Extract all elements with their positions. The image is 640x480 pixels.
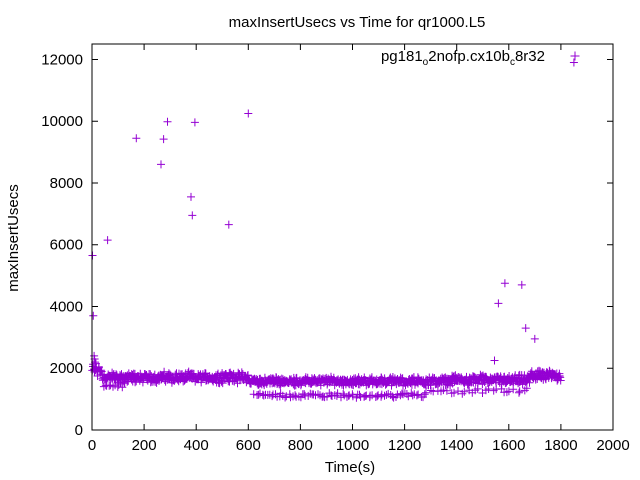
data-point [494,299,503,308]
data-point [244,109,253,118]
data-point [517,280,526,289]
data-point [190,118,199,127]
data-point [197,378,206,387]
axis-ticks: 0 200 400 600 800 1000 1200 1400 1600 1800 2000 0 20… [41,44,630,454]
data-point [500,372,509,381]
data-point [473,384,482,393]
y-tick-label: 0 [75,422,83,439]
data-point [509,385,518,394]
data-point [454,387,462,396]
data-point [439,386,448,395]
y-tick-label: 4000 [50,298,83,315]
data-point [291,391,300,400]
data-point [380,391,389,400]
data-point [355,390,364,399]
data-point [120,379,129,388]
x-tick-label: 600 [236,437,261,454]
data-point [345,391,354,400]
x-tick-label: 1200 [388,437,421,454]
data-point [460,387,469,396]
data-point [224,220,233,229]
data-point [522,384,531,393]
data-point [282,392,291,401]
y-tick-label: 12000 [41,51,83,68]
data-point [132,134,141,143]
data-point [521,324,530,333]
data-point [502,388,511,397]
data-point [569,58,578,67]
x-tick-label: 1600 [492,437,525,454]
legend-label-sub-1: o [423,57,429,68]
x-tick-label: 1000 [336,437,369,454]
x-axis-label: Time(s) [325,459,375,476]
data-point [187,192,195,201]
data-point [230,373,239,382]
x-tick-label: 1800 [544,437,577,454]
data-point [515,388,523,397]
x-tick-label: 400 [184,437,209,454]
data-point [484,385,493,393]
data-point [103,236,112,245]
data-point [504,387,513,396]
y-tick-label: 2000 [50,360,83,377]
data-point [402,390,411,398]
data-point [91,359,100,368]
legend-label-part-2: 2nofp.cx10b [428,48,510,65]
y-axis-label: maxInsertUsecs [5,184,22,292]
data-point [163,117,172,126]
legend-marker [570,51,580,61]
data-point [377,392,386,401]
x-tick-label: 1400 [440,437,473,454]
data-point [268,392,277,401]
x-tick-label: 200 [132,437,157,454]
legend-label: pg181o2nofp.cx10bc8r32 [381,48,545,68]
data-point [159,135,168,144]
data-point [259,391,268,400]
legend-label-part-3: 8r32 [515,48,545,65]
x-tick-label: 800 [288,437,313,454]
data-point [450,388,458,397]
data-points [88,58,578,402]
data-point [422,388,430,397]
legend-label-part-1: pg181 [381,48,423,65]
y-tick-label: 8000 [50,175,83,192]
chart-title: maxInsertUsecs vs Time for qr1000.L5 [229,14,486,31]
data-point [314,390,322,399]
data-point [157,160,165,169]
data-point [188,211,197,220]
data-point [333,389,342,398]
data-point [490,356,499,365]
x-tick-label: 2000 [596,437,629,454]
plot-frame [91,43,614,431]
y-tick-label: 10000 [41,113,83,130]
data-point [458,389,467,398]
data-point [304,391,313,400]
data-point [556,376,565,385]
data-point [367,373,376,382]
data-point [348,392,357,401]
data-point [412,391,421,400]
x-tick-label: 0 [88,437,96,454]
data-point [500,279,509,288]
legend-label-sub-2: c [510,57,515,68]
data-point [89,311,98,320]
data-point [218,379,227,388]
data-point [515,387,524,396]
data-point [442,386,451,395]
data-point [530,334,539,343]
y-tick-label: 6000 [50,237,83,254]
legend: pg181o2nofp.cx10bc8r32 [381,48,580,68]
data-point [420,390,429,399]
